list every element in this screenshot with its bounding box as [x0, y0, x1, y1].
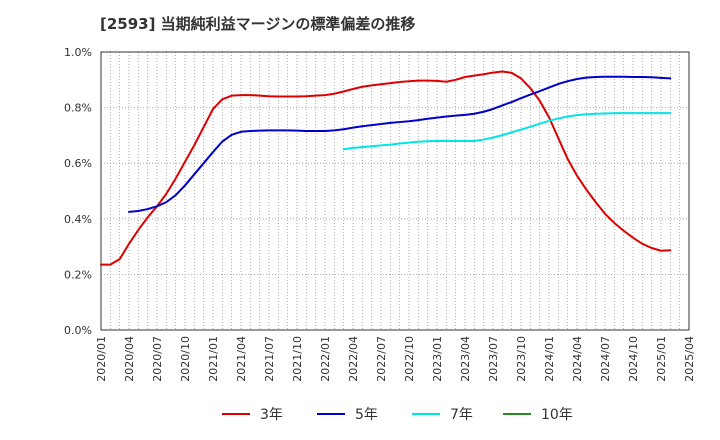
x-tick-label: 2023/10: [515, 336, 528, 382]
x-tick-label: 2020/07: [151, 336, 164, 382]
x-tick-label: 2021/01: [207, 336, 220, 382]
legend-label: 10年: [541, 407, 573, 423]
y-axis-ticks: 0.0% 0.2% 0.4% 0.6% 0.8% 1.0%: [64, 46, 92, 337]
x-tick-label: 2020/01: [95, 336, 108, 382]
legend: 3年 5年 7年 10年: [222, 407, 573, 423]
series-line: [342, 112, 672, 151]
plot-area-frame: [100, 51, 690, 331]
x-tick-label: 2024/01: [543, 336, 556, 382]
grid: [101, 52, 689, 330]
series-line: [100, 70, 672, 266]
x-axis-ticks: 2020/01 2020/04 2020/07 2020/10 2021/01 2021/…: [95, 336, 696, 382]
y-tick-label: 0.0%: [64, 324, 92, 337]
x-tick-label: 2024/04: [571, 336, 584, 382]
y-tick-label: 1.0%: [64, 46, 92, 59]
x-tick-label: 2024/07: [599, 336, 612, 382]
legend-label: 7年: [450, 407, 473, 423]
x-tick-label: 2020/10: [179, 336, 192, 382]
y-tick-label: 0.2%: [64, 268, 92, 281]
x-tick-label: 2020/04: [123, 336, 136, 382]
x-tick-label: 2023/07: [487, 336, 500, 382]
x-tick-label: 2022/01: [319, 336, 332, 382]
y-tick-label: 0.4%: [64, 213, 92, 226]
series-line: [128, 75, 672, 213]
x-tick-label: 2021/10: [291, 336, 304, 382]
x-tick-label: 2021/07: [263, 336, 276, 382]
chart-title: [2593] 当期純利益マージンの標準偏差の推移: [100, 15, 415, 33]
x-tick-label: 2025/04: [683, 336, 696, 382]
legend-label: 3年: [260, 407, 283, 423]
series-lines: [100, 70, 672, 266]
legend-label: 5年: [355, 407, 378, 423]
y-tick-label: 0.8%: [64, 102, 92, 115]
x-tick-label: 2025/01: [655, 336, 668, 382]
x-tick-label: 2023/01: [431, 336, 444, 382]
x-tick-label: 2024/10: [627, 336, 640, 382]
x-tick-label: 2022/10: [403, 336, 416, 382]
x-tick-label: 2023/04: [459, 336, 472, 382]
x-tick-label: 2022/07: [375, 336, 388, 382]
x-tick-label: 2022/04: [347, 336, 360, 382]
x-tick-label: 2021/04: [235, 336, 248, 382]
y-tick-label: 0.6%: [64, 157, 92, 170]
